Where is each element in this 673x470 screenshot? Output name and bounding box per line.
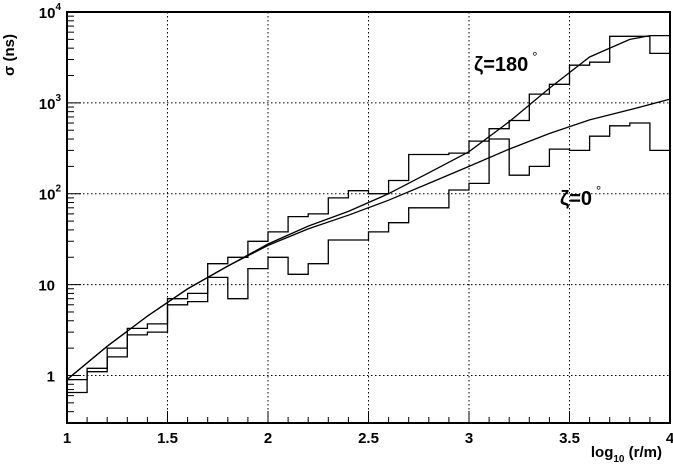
x-axis-title-base: log <box>591 444 614 461</box>
zeta-180-label: ζ=180 ° <box>474 49 537 76</box>
x-tick-label: 3 <box>465 430 473 447</box>
zeta-0-label: ζ=0 ° <box>560 183 601 210</box>
curve-series-3 <box>66 98 671 381</box>
zeta-180-degree: ° <box>532 49 537 64</box>
y-tick-label: 10 <box>38 278 55 295</box>
y-tick-base: 10 <box>39 5 56 22</box>
y-tick-exponent: 3 <box>55 93 61 104</box>
x-tick-label: 3.5 <box>559 430 580 447</box>
histogram-series-1 <box>67 122 670 394</box>
x-tick-label: 4 <box>666 430 673 447</box>
x-tick-label: 1.5 <box>157 430 178 447</box>
series-layer <box>66 34 671 394</box>
y-tick-label: 104 <box>39 2 62 22</box>
y-tick-base: 10 <box>39 187 56 204</box>
x-axis-title: log10 (r/m) <box>591 444 662 465</box>
x-tick-label: 2 <box>264 430 272 447</box>
grid <box>67 12 670 423</box>
y-tick-label: 1 <box>47 368 55 385</box>
x-tick-label: 2.5 <box>358 430 379 447</box>
y-tick-label: 102 <box>39 184 62 204</box>
tick-marks <box>66 11 671 424</box>
y-tick-exponent: 4 <box>55 2 61 13</box>
y-axis-title: σ (ns) <box>1 34 18 76</box>
x-axis-title-rest: (r/m) <box>625 444 663 461</box>
zeta-0-text: ζ=0 <box>560 188 592 210</box>
zeta-0-degree: ° <box>596 183 601 198</box>
y-tick-base: 10 <box>39 96 56 113</box>
x-axis-title-sub: 10 <box>613 454 625 465</box>
x-tick-label: 1 <box>63 430 71 447</box>
y-tick-exponent: 2 <box>55 184 61 195</box>
y-tick-label: 103 <box>39 93 62 113</box>
zeta-180-text: ζ=180 <box>474 54 528 76</box>
